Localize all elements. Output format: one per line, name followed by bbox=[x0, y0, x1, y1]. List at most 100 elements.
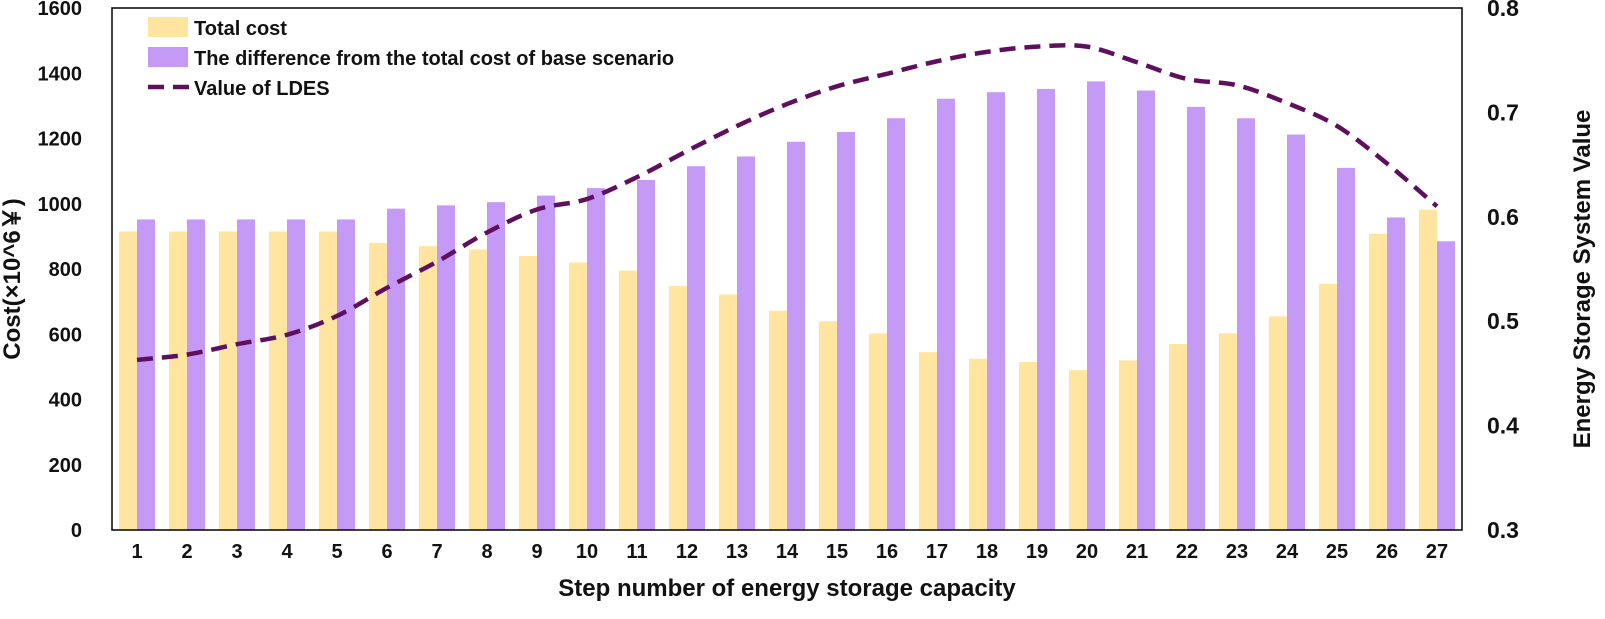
bar-difference-1 bbox=[137, 219, 155, 530]
bar-total-cost-10 bbox=[569, 262, 587, 530]
x-tick-label-1: 1 bbox=[131, 541, 142, 563]
y-tick-label-0: 0 bbox=[71, 520, 82, 542]
bar-difference-6 bbox=[387, 208, 405, 531]
y2-axis-label: Energy Storage System Value bbox=[1569, 110, 1596, 449]
bar-difference-21 bbox=[1137, 90, 1155, 530]
y2-tick-label-0.4: 0.4 bbox=[1487, 413, 1519, 439]
bar-total-cost-2 bbox=[169, 231, 187, 530]
line-value-of-ldes bbox=[136, 43, 1439, 363]
bar-total-cost-17 bbox=[919, 352, 937, 530]
x-tick-label-2: 2 bbox=[181, 541, 192, 563]
bar-difference-5 bbox=[337, 219, 355, 530]
y-axis-ticks: 0 200 400 600 800 1000 1200 1400 1600 bbox=[38, 0, 83, 542]
bar-difference-20 bbox=[1087, 81, 1105, 530]
bar-total-cost-27 bbox=[1419, 209, 1437, 530]
x-tick-label-15: 15 bbox=[826, 541, 848, 563]
x-tick-label-12: 12 bbox=[676, 541, 698, 563]
bar-difference-8 bbox=[487, 202, 505, 530]
bar-total-cost-25 bbox=[1319, 283, 1337, 530]
bar-difference-27 bbox=[1437, 241, 1455, 531]
bar-difference-19 bbox=[1037, 88, 1055, 530]
x-tick-label-14: 14 bbox=[776, 541, 799, 563]
bar-difference-14 bbox=[787, 141, 805, 530]
x-tick-label-9: 9 bbox=[531, 541, 542, 563]
bar-difference-23 bbox=[1237, 118, 1255, 531]
bar-total-cost-1 bbox=[119, 231, 137, 530]
x-tick-label-5: 5 bbox=[331, 541, 342, 563]
bar-total-cost-16 bbox=[869, 333, 887, 530]
x-tick-label-13: 13 bbox=[726, 541, 748, 563]
bar-total-cost-20 bbox=[1069, 370, 1087, 530]
x-tick-label-16: 16 bbox=[876, 541, 898, 563]
line-layer bbox=[136, 43, 1439, 363]
bar-total-cost-5 bbox=[319, 231, 337, 530]
y2-tick-label-0.3: 0.3 bbox=[1487, 517, 1519, 543]
y-tick-label-600: 600 bbox=[49, 324, 82, 346]
x-tick-label-24: 24 bbox=[1276, 541, 1299, 563]
x-axis-ticks: 1 2 3 4 5 6 7 8 9 10 11 12 13 14 15 16 17 18 19 20 21 22 23 24 2… bbox=[131, 541, 1448, 563]
y2-tick-label-0.7: 0.7 bbox=[1487, 99, 1519, 125]
y-axis-label: Cost(×10^6￥) bbox=[0, 198, 26, 359]
bar-difference-7 bbox=[437, 205, 455, 530]
y2-axis-ticks: 0.3 0.4 0.5 0.6 0.7 0.8 bbox=[1487, 0, 1519, 543]
bar-total-cost-23 bbox=[1219, 333, 1237, 530]
x-tick-label-4: 4 bbox=[281, 541, 293, 563]
legend-swatch-total-cost bbox=[148, 17, 188, 37]
bars-layer bbox=[119, 81, 1455, 531]
bar-difference-22 bbox=[1187, 106, 1205, 530]
bar-total-cost-14 bbox=[769, 310, 787, 530]
x-tick-label-21: 21 bbox=[1126, 541, 1148, 563]
y2-tick-label-0.5: 0.5 bbox=[1487, 308, 1519, 334]
x-tick-label-19: 19 bbox=[1026, 541, 1048, 563]
x-tick-label-7: 7 bbox=[431, 541, 442, 563]
plot-area-frame bbox=[111, 7, 1463, 531]
x-tick-label-10: 10 bbox=[576, 541, 598, 563]
bar-difference-16 bbox=[887, 118, 905, 531]
x-tick-label-23: 23 bbox=[1226, 541, 1248, 563]
x-tick-label-25: 25 bbox=[1326, 541, 1348, 563]
bar-difference-4 bbox=[287, 219, 305, 530]
bar-difference-15 bbox=[837, 131, 855, 530]
bar-difference-18 bbox=[987, 92, 1005, 531]
bar-difference-12 bbox=[687, 166, 705, 530]
y-tick-label-1000: 1000 bbox=[38, 194, 83, 216]
bar-total-cost-22 bbox=[1169, 344, 1187, 530]
bar-total-cost-15 bbox=[819, 321, 837, 530]
bar-total-cost-19 bbox=[1019, 361, 1037, 530]
bar-difference-17 bbox=[937, 98, 955, 530]
x-tick-label-20: 20 bbox=[1076, 541, 1098, 563]
y-tick-label-400: 400 bbox=[49, 390, 82, 412]
y-tick-label-800: 800 bbox=[49, 259, 82, 281]
bar-total-cost-9 bbox=[519, 255, 537, 530]
y-tick-label-200: 200 bbox=[49, 455, 82, 477]
legend-swatch-difference bbox=[148, 47, 188, 67]
x-tick-label-6: 6 bbox=[381, 541, 392, 563]
x-tick-label-11: 11 bbox=[626, 541, 647, 563]
bar-total-cost-21 bbox=[1119, 360, 1137, 530]
bar-difference-25 bbox=[1337, 167, 1355, 531]
bar-difference-10 bbox=[587, 188, 605, 530]
x-tick-label-26: 26 bbox=[1376, 541, 1398, 563]
x-tick-label-27: 27 bbox=[1426, 541, 1448, 563]
x-tick-label-17: 17 bbox=[926, 541, 948, 563]
bar-total-cost-26 bbox=[1369, 233, 1387, 530]
bar-total-cost-7 bbox=[419, 246, 437, 530]
x-tick-label-3: 3 bbox=[231, 541, 242, 563]
bar-total-cost-8 bbox=[469, 249, 487, 531]
y-tick-label-1400: 1400 bbox=[38, 63, 83, 85]
x-tick-label-18: 18 bbox=[976, 541, 998, 563]
x-tick-label-8: 8 bbox=[481, 541, 492, 563]
y-tick-label-1200: 1200 bbox=[38, 129, 83, 151]
bar-total-cost-24 bbox=[1269, 316, 1287, 530]
legend: Total cost The difference from the total… bbox=[148, 17, 674, 100]
y2-tick-label-0.6: 0.6 bbox=[1487, 204, 1519, 230]
legend-label-difference: The difference from the total cost of ba… bbox=[194, 48, 674, 70]
bar-total-cost-11 bbox=[619, 270, 637, 530]
bar-total-cost-18 bbox=[969, 358, 987, 530]
y-tick-label-1600: 1600 bbox=[38, 0, 83, 20]
bar-difference-3 bbox=[237, 219, 255, 530]
x-tick-label-22: 22 bbox=[1176, 541, 1198, 563]
legend-label-total-cost: Total cost bbox=[194, 18, 287, 40]
bar-total-cost-3 bbox=[219, 231, 237, 530]
